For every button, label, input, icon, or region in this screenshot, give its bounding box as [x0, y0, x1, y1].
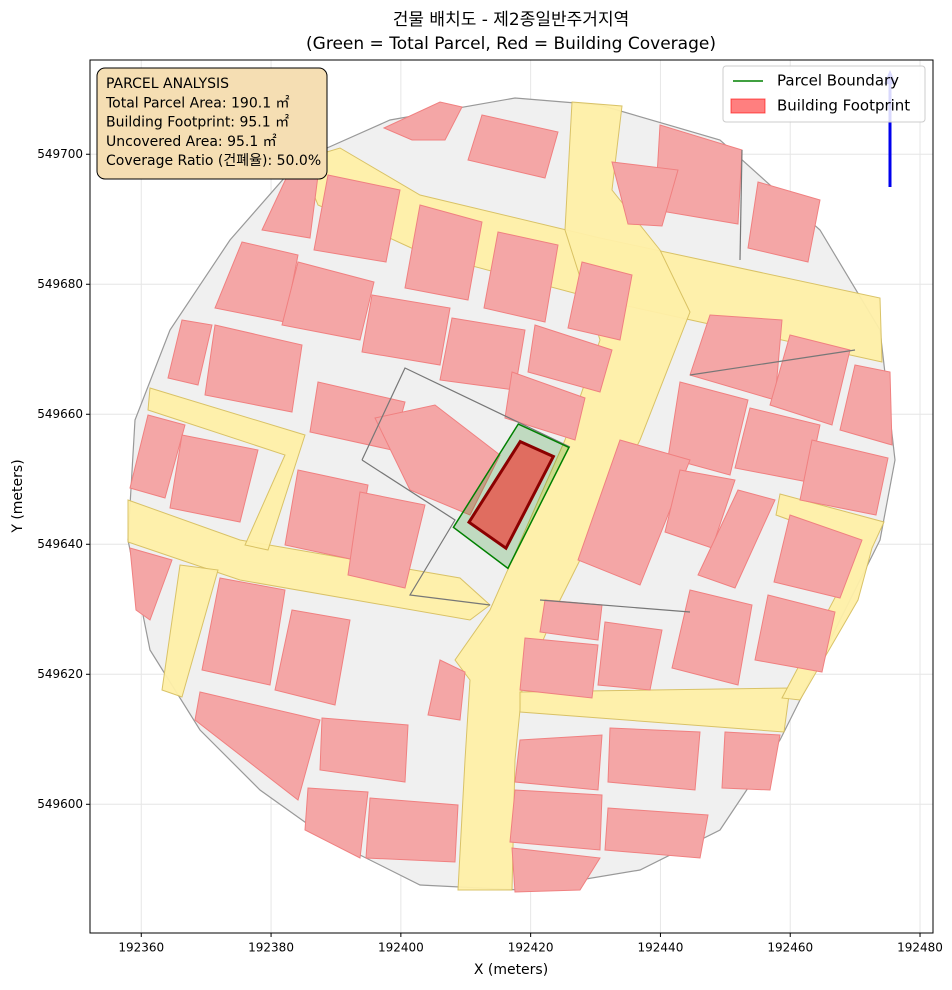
- info-box-frame: [96, 67, 328, 180]
- road: [454, 101, 691, 891]
- x-axis-label: X (meters): [474, 962, 548, 978]
- road: [127, 499, 491, 621]
- chart-title: 건물 배치도 - 제2종일반주거지역: [393, 10, 629, 30]
- info-text: Coverage Ratio (건폐율): 50.0%: [106, 153, 321, 169]
- x-tick-label: 192460: [767, 941, 813, 955]
- info-text: Building Footprint: 95.1 ㎡: [106, 115, 289, 131]
- plot-marks: [452, 423, 570, 570]
- lot-lines: [361, 149, 856, 613]
- polygon-1: [466, 439, 556, 551]
- axes-frame: [89, 59, 934, 934]
- x-tick-label: 192400: [378, 941, 424, 955]
- info-text: Total Parcel Area: 190.1 ㎡: [105, 95, 290, 111]
- legend-label: Building Footprint: [777, 97, 910, 115]
- legend: Parcel Boundary Building Footprint: [722, 65, 926, 123]
- info-box: PARCEL ANALYSIS Total Parcel Area: 190.1 …: [96, 67, 328, 180]
- road: [161, 564, 219, 698]
- legend-label: Parcel Boundary: [777, 72, 899, 90]
- y-tick-label: 549700: [37, 147, 83, 161]
- chart-subtitle: (Green = Total Parcel, Red = Building Co…: [306, 34, 716, 54]
- info-text: Uncovered Area: 95.1 ㎡: [106, 134, 277, 150]
- x-tick-label: 192380: [248, 941, 294, 955]
- info-text: PARCEL ANALYSIS: [106, 76, 229, 92]
- neighbor-buildings: [129, 101, 893, 893]
- y-axis-label: Y (meters): [10, 459, 26, 533]
- y-tick-label: 549600: [37, 797, 83, 811]
- x-tick-label: 192440: [638, 941, 684, 955]
- x-tick-label: 192360: [118, 941, 164, 955]
- road: [147, 387, 306, 551]
- y-tick-label: 549620: [37, 667, 83, 681]
- y-tick-label: 549660: [37, 407, 83, 421]
- x-tick-label: 192420: [508, 941, 554, 955]
- road: [519, 687, 791, 733]
- y-tick-label: 549640: [37, 537, 83, 551]
- y-tick-label: 549680: [37, 277, 83, 291]
- x-tick-label: 192480: [897, 941, 943, 955]
- legend-frame: [722, 65, 926, 123]
- legend-swatch: [730, 98, 766, 114]
